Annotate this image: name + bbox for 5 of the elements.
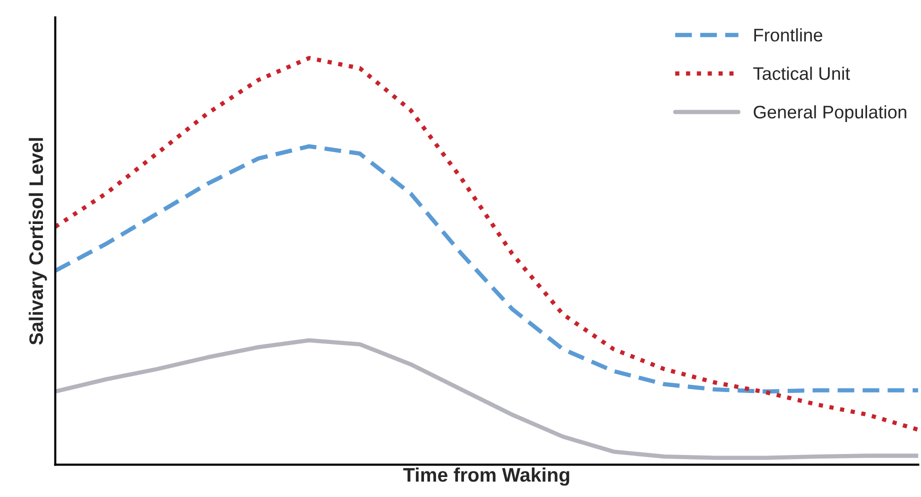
y-axis-title: Salivary Cortisol Level	[28, 138, 47, 345]
legend-label: General Population	[754, 105, 906, 122]
x-axis-title: Time from Waking	[403, 467, 570, 486]
legend-label: Tactical Unit	[753, 66, 850, 80]
legend-label: Frontline	[754, 28, 822, 42]
